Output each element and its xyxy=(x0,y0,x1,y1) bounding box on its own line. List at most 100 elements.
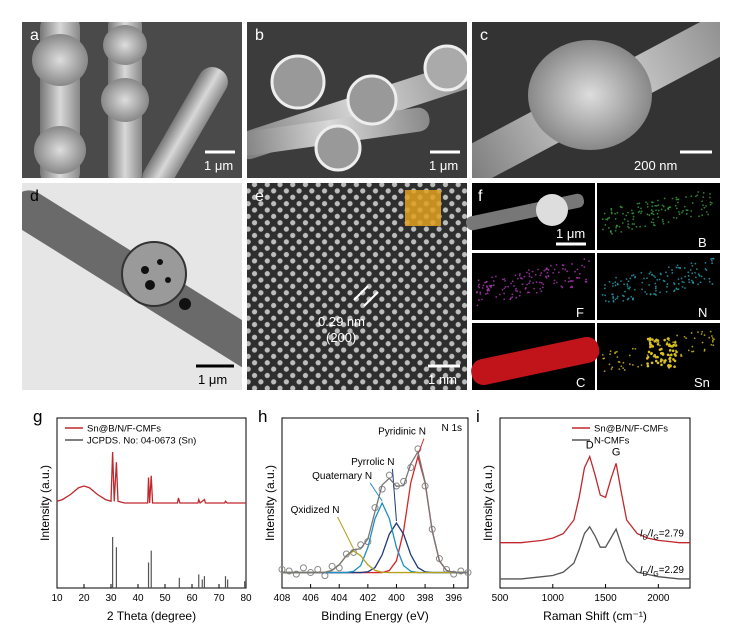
map-dot xyxy=(691,345,694,348)
x-axis-label: 2 Theta (degree) xyxy=(107,609,196,623)
map-dot xyxy=(616,295,619,298)
map-dot xyxy=(666,285,668,288)
map-dot xyxy=(693,337,696,340)
map-dot xyxy=(635,225,638,228)
x-axis-label: Binding Energy (eV) xyxy=(321,609,428,623)
map-dot xyxy=(644,291,647,293)
map-dot xyxy=(632,212,635,214)
map-dot xyxy=(680,211,683,214)
map-dot xyxy=(478,283,480,286)
map-dot xyxy=(515,287,517,290)
map-dot xyxy=(654,282,657,285)
map-dot xyxy=(532,282,535,284)
map-dot xyxy=(679,266,681,269)
peak-label: Quaternary N xyxy=(312,471,372,482)
map-dot xyxy=(677,266,680,269)
map-dot xyxy=(629,363,631,366)
map-dot xyxy=(656,279,659,281)
map-dot xyxy=(627,297,630,300)
map-dot xyxy=(627,220,629,223)
map-dot xyxy=(668,356,672,360)
map-dot xyxy=(703,334,706,337)
map-dot xyxy=(705,204,707,207)
map-dot xyxy=(677,288,680,291)
map-dot xyxy=(648,272,651,275)
map-dot xyxy=(686,209,689,212)
map-dot xyxy=(511,280,514,283)
map-dot xyxy=(659,291,661,294)
map-dot xyxy=(690,262,693,265)
map-dot xyxy=(603,370,606,373)
map-label: N xyxy=(698,305,707,320)
map-dot xyxy=(648,342,652,346)
map-dot xyxy=(709,330,712,333)
map-dot xyxy=(673,359,677,363)
data-point xyxy=(299,564,307,572)
map-dot xyxy=(518,294,521,297)
map-dot xyxy=(682,209,684,212)
ratio-part: G xyxy=(653,571,658,578)
map-dot xyxy=(526,283,528,286)
map-dot xyxy=(652,274,655,277)
map-dot xyxy=(687,349,690,352)
map-dot xyxy=(702,196,705,199)
map-dot xyxy=(492,280,495,282)
map-dot xyxy=(676,334,679,337)
map-dot xyxy=(639,212,642,215)
map-dot xyxy=(640,207,642,210)
map-dot xyxy=(608,216,611,219)
x-tick-label: 400 xyxy=(388,593,405,604)
map-dot xyxy=(650,209,653,212)
map-dot xyxy=(662,205,665,208)
map-dot xyxy=(553,268,556,271)
map-dot xyxy=(648,214,651,216)
map-dot xyxy=(711,202,713,204)
map-dot xyxy=(601,353,604,356)
map-dot xyxy=(529,280,531,283)
map-dot xyxy=(564,279,567,282)
map-dot xyxy=(535,292,538,294)
map-dot xyxy=(490,286,492,289)
panel-label: i xyxy=(476,407,480,426)
map-dot xyxy=(501,278,504,281)
map-dot xyxy=(646,355,650,359)
map-dot xyxy=(628,226,630,229)
map-dot xyxy=(555,281,558,284)
map-dot xyxy=(616,356,619,358)
map-dot xyxy=(712,344,715,347)
map-dot xyxy=(694,195,697,198)
map-dot xyxy=(662,222,665,225)
x-tick-label: 402 xyxy=(360,593,377,604)
map-dot xyxy=(710,259,713,262)
map-dot xyxy=(684,287,686,289)
map-dot xyxy=(627,225,629,228)
map-dot xyxy=(712,257,715,260)
panel-label: b xyxy=(255,27,264,44)
map-dot xyxy=(710,343,713,346)
peak-label: Pyrrolic N xyxy=(351,457,394,468)
series-line xyxy=(56,451,246,505)
map-dot xyxy=(654,287,657,290)
map-dot xyxy=(638,202,641,205)
lattice-mark xyxy=(363,291,379,307)
map-dot xyxy=(479,291,482,294)
map-dot xyxy=(697,283,699,286)
map-dot xyxy=(623,369,626,371)
tem-d xyxy=(22,183,242,390)
map-dot xyxy=(658,348,662,351)
map-dot xyxy=(533,287,535,290)
map-dot xyxy=(503,287,506,290)
map-dot xyxy=(701,330,704,333)
series-line xyxy=(282,521,468,574)
map-dot xyxy=(541,286,544,289)
map-dot xyxy=(621,294,624,297)
map-dot xyxy=(675,266,678,269)
map-dot xyxy=(639,225,642,228)
map-dot xyxy=(477,299,480,301)
series-line xyxy=(282,449,468,574)
map-dot xyxy=(535,281,538,284)
map-dot xyxy=(626,285,629,287)
map-dot xyxy=(657,341,660,344)
map-dot xyxy=(622,300,625,302)
